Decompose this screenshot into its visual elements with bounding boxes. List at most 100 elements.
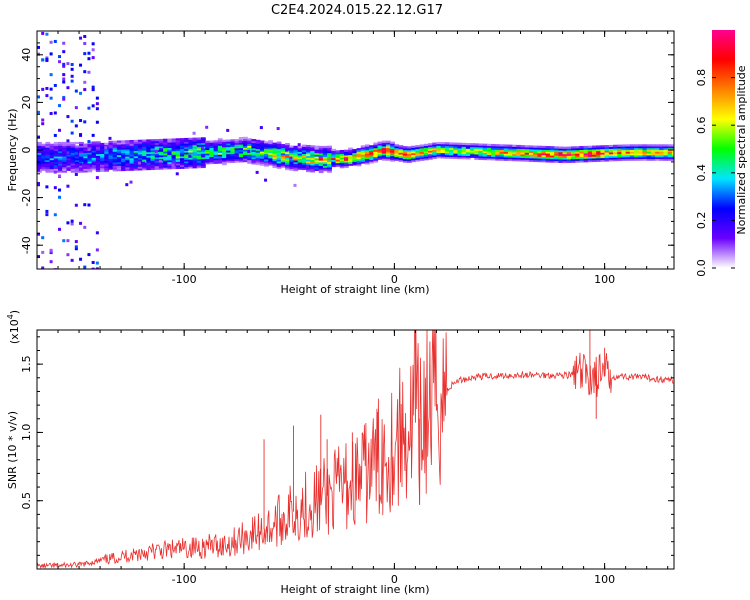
spectrogram-cell <box>596 147 602 150</box>
spectrogram-cell <box>125 150 131 154</box>
spectrogram-cell <box>285 157 290 160</box>
spectrogram-cell <box>579 158 585 161</box>
spectrogram-cell <box>356 149 362 153</box>
spectrogram-cell <box>486 143 492 147</box>
spectrogram-cell <box>74 149 80 152</box>
spectrogram-cell <box>423 147 429 150</box>
spectrogram-noise <box>49 40 53 44</box>
spectrogram-cell <box>520 150 526 153</box>
spectrogram-cell <box>385 140 391 143</box>
spectrogram-cell <box>112 149 118 152</box>
spectrogram-cell <box>276 150 282 153</box>
spectrogram-cell <box>83 159 89 162</box>
spectrogram-cell <box>179 157 185 160</box>
spectrogram-cell <box>95 144 101 148</box>
spectrogram-cell <box>137 150 143 153</box>
spectrogram-cell <box>322 158 328 161</box>
spectrogram-cell <box>171 154 177 157</box>
spectrogram-cell <box>276 146 282 150</box>
spectrogram-noise <box>66 253 70 257</box>
x-tick-label: 100 <box>594 273 615 286</box>
spectrogram-cell <box>457 144 463 147</box>
spectrogram-cell <box>390 145 395 148</box>
spectrogram-cell <box>280 145 286 149</box>
spectrogram-noise <box>79 119 83 123</box>
spectrogram-noise <box>95 248 99 252</box>
spectrogram-noise <box>62 97 66 101</box>
spectrogram-noise <box>238 140 242 144</box>
spectrogram-cell <box>297 149 303 152</box>
spectrogram-cell <box>125 156 131 159</box>
spectrogram-cell <box>179 139 185 143</box>
spectrogram-cell <box>583 149 589 152</box>
spectrogram-cell <box>428 148 433 151</box>
spectrogram-cell <box>474 154 480 157</box>
spectrogram-cell <box>390 148 395 151</box>
spectrogram-cell <box>222 145 227 148</box>
spectrogram-cell <box>373 149 379 152</box>
spectrogram-cell <box>91 143 97 146</box>
spectrogram-cell <box>95 169 101 173</box>
spectrogram-cell <box>314 152 320 155</box>
spectrogram-cell <box>516 159 522 162</box>
spectrogram-cell <box>537 145 543 148</box>
spectrogram-cell <box>112 144 118 147</box>
spectrogram-cell <box>133 145 139 148</box>
spectrogram-cell <box>154 142 160 145</box>
colorbar-tick-label: 0.4 <box>695 164 708 182</box>
spectrogram-cell <box>104 155 110 158</box>
spectrogram-cell <box>297 167 303 170</box>
spectrogram-cell <box>524 152 530 155</box>
spectrogram-cell <box>322 165 328 168</box>
spectrogram-cell <box>297 165 303 168</box>
spectrogram-cell <box>74 147 80 150</box>
spectrogram-cell <box>428 153 433 157</box>
spectrogram-cell <box>520 145 526 148</box>
spectrogram-cell <box>428 152 433 155</box>
spectrogram-cell <box>575 149 580 152</box>
spectrogram-cell <box>398 152 404 155</box>
spectrogram-cell <box>137 153 143 157</box>
spectrogram-cell <box>259 163 265 166</box>
spectrogram-cell <box>192 153 198 156</box>
spectrogram-cell <box>402 147 408 151</box>
spectrogram-cell <box>137 146 143 150</box>
spectrogram-cell <box>108 164 114 167</box>
spectrogram-cell <box>331 157 337 160</box>
spectrogram-cell <box>37 152 42 155</box>
spectrogram-cell <box>348 147 353 150</box>
spectrogram-cell <box>638 147 644 151</box>
spectrogram-noise <box>66 115 70 119</box>
spectrogram-cell <box>243 140 248 143</box>
spectrogram-cell <box>575 147 580 151</box>
spectrogram-cell <box>301 151 307 154</box>
spectrogram-cell <box>222 148 227 151</box>
spectrogram-cell <box>646 144 652 147</box>
spectrogram-noise <box>45 57 49 61</box>
spectrogram-cell <box>364 146 370 149</box>
spectrogram-cell <box>482 157 488 161</box>
spectrogram-cell <box>129 161 135 164</box>
spectrogram-cell <box>339 158 345 162</box>
spectrogram-cell <box>41 156 47 159</box>
spectrogram-cell <box>457 156 463 160</box>
spectrogram-noise <box>264 178 268 182</box>
spectrogram-cell <box>100 166 105 169</box>
spectrogram-cell <box>364 149 370 152</box>
spectrogram-cell <box>474 146 480 150</box>
spectrogram-cell <box>226 141 232 144</box>
spectrogram-cell <box>377 148 383 151</box>
spectrogram-cell <box>104 162 110 165</box>
spectrogram-cell <box>209 161 215 165</box>
spectrogram-cell <box>634 156 639 159</box>
spectrogram-cell <box>280 149 286 152</box>
spectrogram-cell <box>327 170 332 173</box>
spectrogram-cell <box>381 145 387 149</box>
spectrogram-cell <box>314 165 320 168</box>
spectrogram-cell <box>129 156 135 159</box>
spectrogram-cell <box>196 158 202 162</box>
spectrogram-cell <box>318 163 324 166</box>
spectrogram-cell <box>537 152 543 156</box>
spectrogram-cell <box>554 153 559 156</box>
spectrogram-cell <box>436 149 442 152</box>
